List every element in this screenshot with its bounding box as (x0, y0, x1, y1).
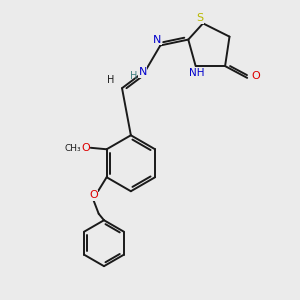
Text: S: S (196, 13, 203, 23)
Text: NH: NH (189, 68, 205, 78)
Text: N: N (139, 67, 147, 77)
Text: O: O (81, 143, 90, 153)
Text: O: O (251, 71, 260, 81)
Text: N: N (153, 34, 161, 45)
Text: H: H (107, 75, 115, 85)
Text: CH₃: CH₃ (65, 144, 81, 153)
Text: H: H (130, 71, 137, 81)
Text: O: O (89, 190, 98, 200)
